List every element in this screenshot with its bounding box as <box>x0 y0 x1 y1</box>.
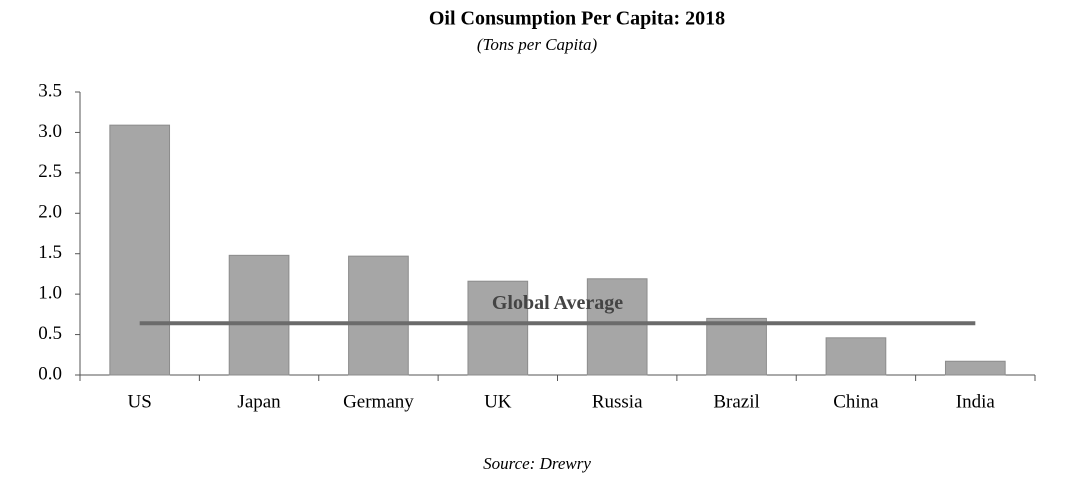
chart-subtitle: (Tons per Capita) <box>477 35 598 54</box>
reference-label: Global Average <box>492 292 623 314</box>
x-tick-label: Russia <box>592 391 643 412</box>
y-tick-label: 3.0 <box>38 121 62 142</box>
y-tick-label: 0.5 <box>38 323 62 344</box>
y-tick-label: 1.5 <box>38 242 62 263</box>
bar <box>825 337 887 376</box>
x-tick-label: China <box>833 391 879 412</box>
source-note: Source: Drewry <box>483 454 591 473</box>
x-tick-label: Germany <box>343 391 414 412</box>
bar <box>109 124 171 376</box>
x-tick-label: US <box>128 391 152 412</box>
bar <box>467 280 529 376</box>
bar <box>586 278 648 376</box>
bar <box>944 360 1006 376</box>
x-tick-label: Brazil <box>713 391 759 412</box>
y-tick-label: 3.5 <box>38 80 62 101</box>
x-tick-label: Japan <box>237 391 281 412</box>
x-tick-label: India <box>956 391 996 412</box>
bar <box>348 255 409 376</box>
y-tick-label: 0.0 <box>38 363 62 384</box>
y-tick-label: 1.0 <box>38 283 62 304</box>
bar <box>228 254 290 376</box>
x-tick-label: UK <box>484 391 512 412</box>
bar <box>706 317 767 376</box>
y-tick-label: 2.0 <box>38 202 62 223</box>
y-tick-label: 2.5 <box>38 161 62 182</box>
chart-title: Oil Consumption Per Capita: 2018 <box>429 8 725 30</box>
